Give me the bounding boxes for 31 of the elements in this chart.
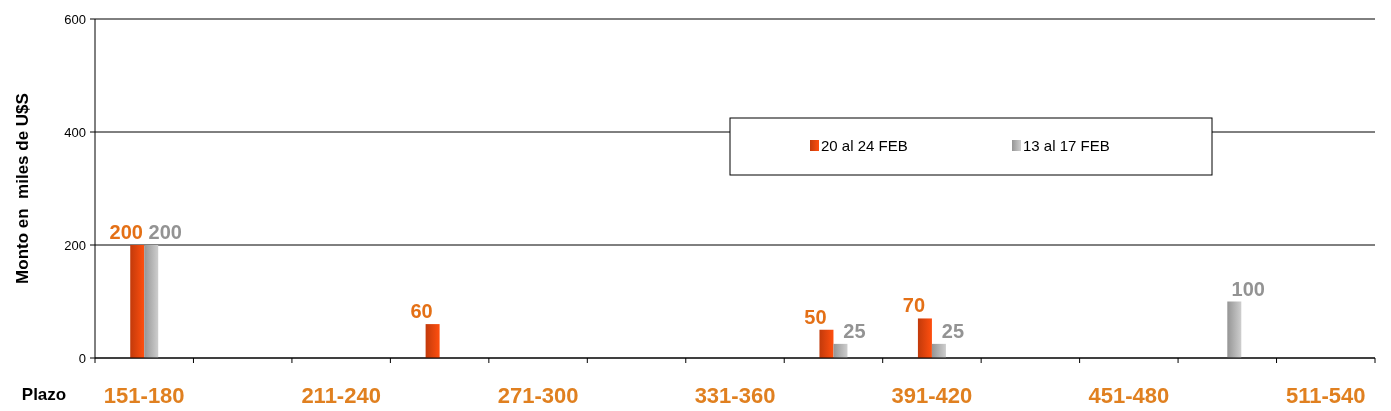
- bar: [931, 343, 946, 358]
- bar: [819, 329, 834, 358]
- x-tick-label: 271-300: [497, 383, 579, 408]
- data-label: 70: [902, 294, 926, 317]
- bar: [1227, 301, 1242, 358]
- bar: [917, 318, 932, 358]
- data-label: 25: [941, 319, 965, 342]
- x-tick-label: 331-360: [694, 383, 776, 408]
- x-tick-label: 391-420: [891, 383, 973, 408]
- data-label: 200: [109, 221, 143, 243]
- x-tick-label: 511-540: [1286, 383, 1366, 408]
- data-label: 25: [843, 319, 866, 342]
- x-tick-label: 211-240: [301, 383, 381, 408]
- legend-label: 13 al 17 FEB: [1023, 137, 1110, 155]
- x-tick-label: 151-180: [103, 383, 185, 408]
- x-axis-title: Plazo: [21, 385, 67, 404]
- y-tick-label: 0: [78, 350, 86, 366]
- bar: [833, 343, 848, 358]
- bar: [425, 324, 440, 358]
- y-tick-label: 600: [64, 11, 86, 27]
- y-tick-label: 200: [64, 237, 86, 253]
- x-tick-label: 451-480: [1088, 383, 1170, 408]
- data-label: 50: [804, 305, 827, 328]
- legend-label: 20 al 24 FEB: [821, 137, 908, 155]
- bar: [144, 245, 159, 358]
- y-axis-title: Monto en miles de U$S: [13, 93, 32, 284]
- data-label: 60: [410, 300, 433, 323]
- data-label: 200: [148, 221, 182, 243]
- bar: [130, 245, 145, 358]
- y-tick-label: 400: [64, 124, 86, 140]
- data-label: 100: [1231, 277, 1265, 300]
